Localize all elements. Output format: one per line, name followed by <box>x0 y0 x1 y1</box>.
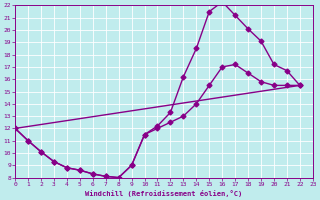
X-axis label: Windchill (Refroidissement éolien,°C): Windchill (Refroidissement éolien,°C) <box>85 190 243 197</box>
